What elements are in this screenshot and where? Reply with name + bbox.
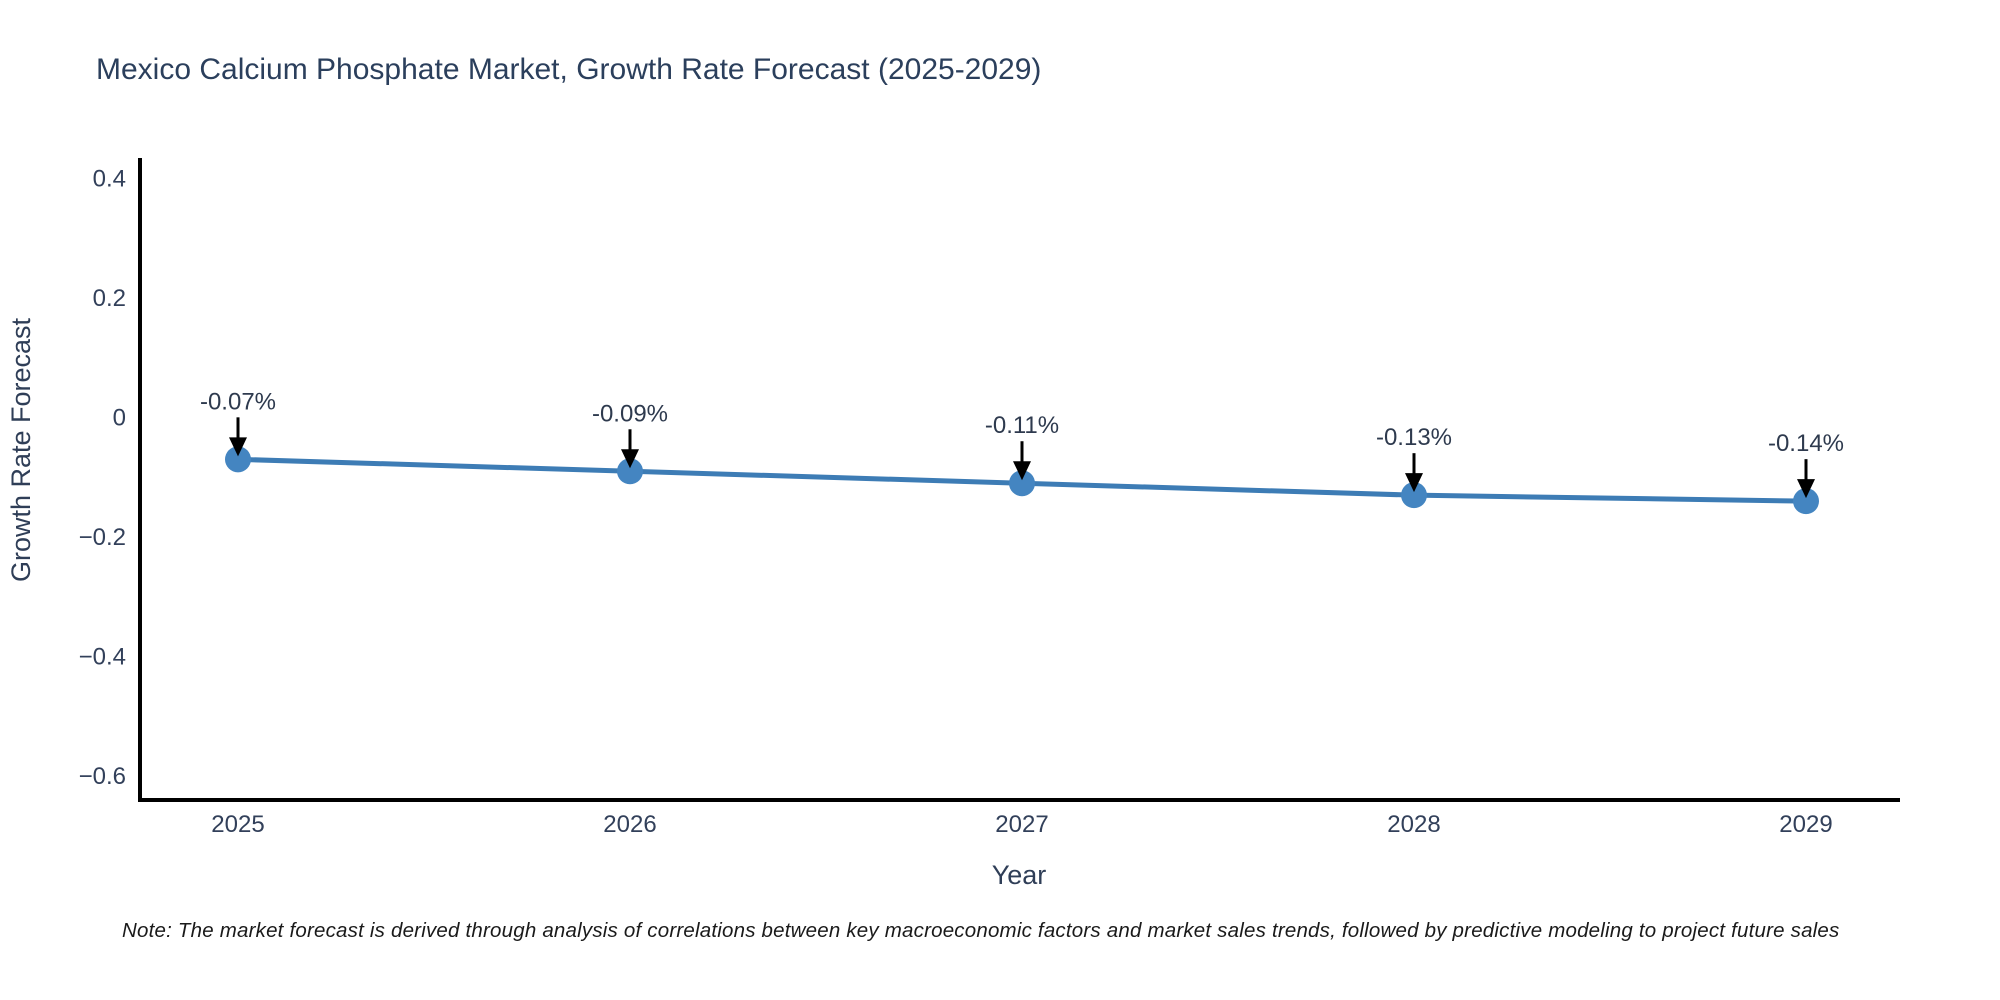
x-tick-label: 2026	[603, 811, 656, 838]
annotation-arrow-head	[1797, 479, 1815, 499]
x-tick-label: 2027	[995, 811, 1048, 838]
annotation-label: -0.09%	[592, 400, 668, 427]
data-point	[1793, 488, 1819, 515]
annotation-label: -0.13%	[1376, 424, 1452, 451]
data-point	[1401, 482, 1427, 509]
x-tick-label: 2025	[211, 811, 264, 838]
annotation-label: -0.11%	[985, 412, 1059, 439]
chart-title: Mexico Calcium Phosphate Market, Growth …	[96, 53, 1041, 86]
y-tick-label: −0.2	[79, 524, 126, 551]
y-axis-title: Growth Rate Forecast	[6, 317, 36, 582]
y-tick-label: 0.4	[93, 166, 126, 193]
data-point	[1009, 470, 1035, 497]
annotation-label: -0.07%	[200, 388, 276, 415]
y-tick-label: −0.4	[79, 644, 126, 671]
annotation-label: -0.14%	[1768, 430, 1844, 457]
data-point	[617, 458, 643, 485]
annotation-arrow-head	[229, 437, 247, 457]
footnote: Note: The market forecast is derived thr…	[122, 919, 1840, 942]
plot-marks: 0.4 0.2 0 −0.2 −0.4 −0.6 2025 2026 2027 2028 2029 -…	[79, 166, 1844, 839]
annotation-arrow-head	[621, 449, 639, 469]
annotation-arrow-head	[1013, 461, 1031, 481]
x-tick-label: 2029	[1779, 811, 1832, 838]
x-axis-title: Year	[992, 860, 1047, 890]
y-tick-label: 0	[113, 405, 126, 432]
y-tick-label: −0.6	[79, 763, 126, 790]
x-tick-label: 2028	[1387, 811, 1440, 838]
annotation-arrow-head	[1405, 473, 1423, 493]
data-point	[225, 446, 251, 473]
y-tick-label: 0.2	[93, 285, 126, 312]
